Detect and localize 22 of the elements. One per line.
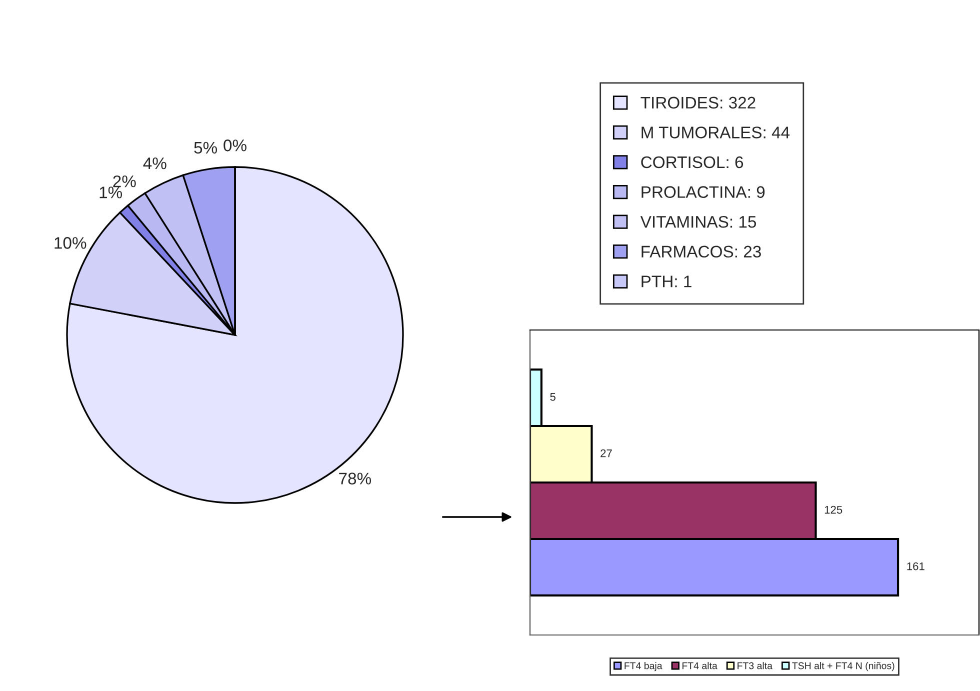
data-label: 5	[550, 393, 556, 401]
legend-label: FT3 alta	[738, 662, 772, 670]
data-label: 1%	[100, 186, 122, 198]
data-label: 125	[824, 506, 842, 514]
legend-label: PROLACTINA: 9	[642, 186, 765, 198]
legend-label: TIROIDES: 322	[640, 96, 756, 109]
data-label: 27	[600, 449, 612, 458]
legend-label: VITAMINAS: 15	[640, 216, 756, 228]
data-label: 161	[907, 562, 924, 570]
legend-label: FT4 alta	[682, 662, 718, 670]
legend-label: PTH: 1	[642, 276, 692, 288]
text: 0%	[224, 140, 246, 152]
data-label: 5%	[194, 142, 218, 154]
data-label: 10%	[54, 237, 86, 249]
legend-label: CORTISOL: 6	[641, 156, 744, 168]
legend-label: FT4 baja	[624, 662, 662, 672]
data-label: 4%	[143, 157, 166, 170]
legend-label: FARMACOS: 23	[642, 246, 761, 258]
data-label: 78%	[339, 472, 372, 484]
legend-label: M TUMORALES: 44	[642, 126, 790, 138]
legend-label: TSH alt + FT4 N (niños)	[792, 662, 894, 672]
data-label: 2%	[113, 175, 136, 188]
